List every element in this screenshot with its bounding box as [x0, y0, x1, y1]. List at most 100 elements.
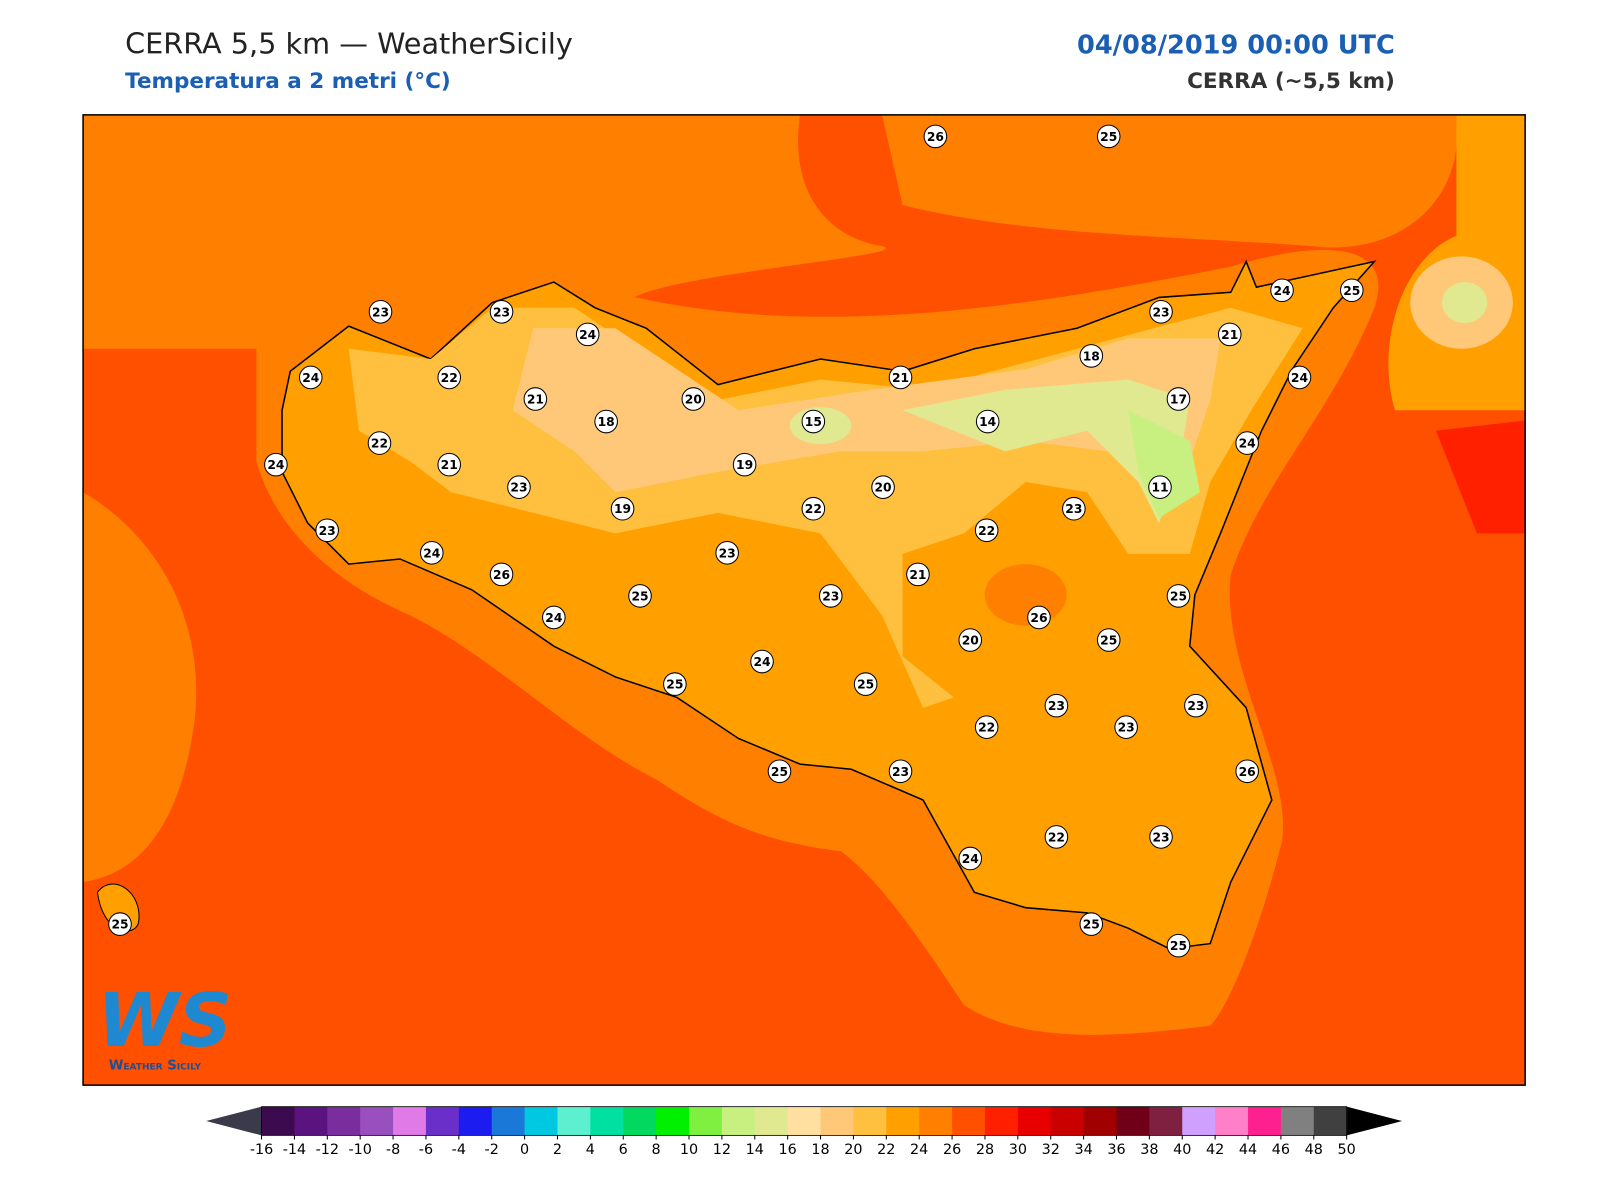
station-marker	[906, 562, 930, 587]
colorbar-bin	[590, 1106, 624, 1136]
station-value: 22	[978, 721, 995, 735]
station-value: 25	[1343, 284, 1360, 298]
colorbar-bin	[294, 1106, 328, 1136]
station-marker	[264, 452, 288, 477]
station-value: 20	[685, 392, 702, 406]
map-frame	[82, 114, 1526, 1086]
station: 23	[507, 475, 531, 499]
colorbar-tick-label: 48	[1305, 1142, 1323, 1158]
station: 23	[315, 518, 339, 543]
station-marker	[1044, 825, 1069, 849]
colorbar-bin	[1313, 1106, 1348, 1136]
colorbar-bin	[1280, 1106, 1315, 1136]
station-marker	[594, 409, 618, 434]
station: 23	[1149, 300, 1173, 324]
station-marker	[1166, 933, 1191, 958]
station: 25	[663, 672, 687, 696]
colorbar-tick-label: 24	[910, 1142, 928, 1158]
station-marker	[1114, 715, 1138, 739]
station: 23	[888, 759, 913, 784]
station-marker	[628, 584, 652, 608]
colorbar-tick-label: 2	[553, 1142, 562, 1158]
colorbar-tick-label: -16	[250, 1142, 273, 1158]
station: 24	[1270, 278, 1294, 303]
station: 24	[575, 322, 600, 347]
station: 26	[489, 562, 514, 587]
temperature-field	[83, 114, 1526, 1086]
station-marker	[489, 562, 514, 587]
station-marker	[958, 846, 983, 871]
station-value: 24	[267, 458, 284, 472]
station-value: 26	[927, 130, 944, 144]
station-value: 25	[1170, 589, 1187, 603]
station-value: 24	[753, 655, 770, 669]
colorbar-tick-label: 8	[652, 1142, 661, 1158]
station-marker	[1148, 475, 1172, 499]
station-marker	[888, 365, 913, 390]
station-value: 23	[510, 481, 527, 495]
colorbar-tick-label: -6	[419, 1142, 433, 1158]
station-marker	[368, 300, 393, 324]
station: 25	[767, 759, 792, 784]
station: 14	[975, 409, 1000, 434]
station-marker	[610, 496, 635, 521]
station-marker	[367, 431, 392, 455]
station-marker	[974, 715, 999, 739]
station: 25	[853, 672, 878, 696]
station-value: 25	[111, 918, 128, 932]
station: 23	[1114, 715, 1138, 739]
station: 18	[594, 409, 618, 434]
station: 23	[368, 300, 393, 324]
colorbar-tick-label: 36	[1107, 1142, 1125, 1158]
logo-name: Weather Sicily	[109, 1059, 202, 1074]
colorbar-tick-label: 34	[1074, 1142, 1092, 1158]
station-value: 26	[1239, 765, 1256, 779]
station-value: 21	[527, 392, 544, 406]
colorbar: -16 -14 -12 -10 -8 -6 -4 -2 0 2 4 6 8 10 12 14 16 18 20 22 2…	[206, 1106, 1403, 1158]
station: 18	[1079, 344, 1104, 368]
station: 22	[801, 496, 826, 521]
station-marker	[1149, 825, 1173, 849]
colorbar-bin	[1083, 1106, 1118, 1136]
colorbar-bin	[656, 1106, 690, 1136]
colorbar-bin	[820, 1106, 854, 1136]
station-value: 24	[423, 546, 440, 560]
station-value: 22	[805, 502, 822, 516]
station-value: 14	[979, 415, 996, 429]
colorbar-tick-label: 6	[619, 1142, 628, 1158]
station-marker	[975, 409, 1000, 434]
colorbar-tick-label: 28	[976, 1142, 994, 1158]
station-marker	[1339, 278, 1364, 303]
station-marker	[1287, 365, 1312, 390]
station-marker	[681, 387, 706, 411]
station-value: 26	[493, 568, 510, 582]
station-marker	[923, 124, 948, 149]
station: 20	[681, 387, 706, 411]
colorbar-bin	[1182, 1106, 1216, 1136]
colorbar-bin	[491, 1106, 526, 1136]
colorbar-bin	[919, 1106, 953, 1136]
station: 20	[871, 475, 895, 499]
station-value: 23	[493, 305, 510, 319]
station-value: 22	[1048, 830, 1065, 844]
colorbar-over	[1346, 1106, 1403, 1136]
colorbar-tick-label: -12	[316, 1142, 339, 1158]
station: 25	[1096, 124, 1121, 149]
station: 24	[264, 452, 288, 477]
station-value: 24	[1273, 284, 1290, 298]
station: 15	[801, 409, 826, 434]
subtitle: Temperatura a 2 metri (°C)	[125, 69, 451, 94]
station: 24	[750, 649, 774, 674]
station-marker	[1235, 759, 1259, 784]
datetime: 04/08/2019 00:00 UTC	[1077, 30, 1395, 60]
colorbar-bin	[984, 1106, 1019, 1136]
station-value: 23	[822, 589, 839, 603]
colorbar-tick-label: 30	[1009, 1142, 1027, 1158]
colorbar-bin	[425, 1106, 460, 1136]
station-value: 25	[1100, 634, 1117, 648]
station-value: 20	[875, 481, 892, 495]
colorbar-bin	[787, 1106, 822, 1136]
station-value: 23	[372, 305, 389, 319]
station-value: 23	[1048, 699, 1065, 713]
